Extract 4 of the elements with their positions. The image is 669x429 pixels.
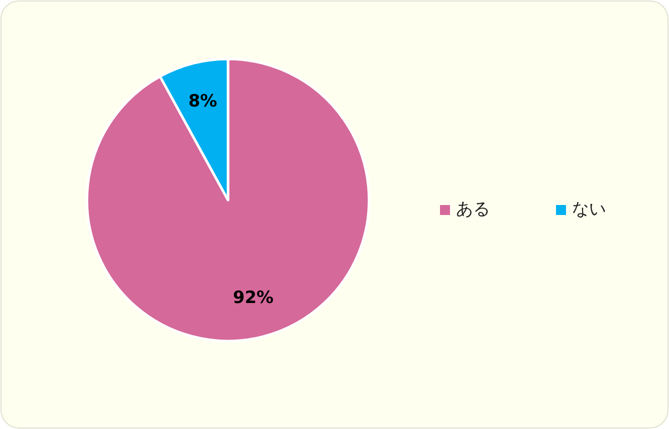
data-label: 92% — [232, 288, 274, 308]
legend-label: ある — [456, 200, 490, 220]
legend-label: ない — [572, 200, 606, 220]
data-label: 8% — [188, 91, 218, 112]
